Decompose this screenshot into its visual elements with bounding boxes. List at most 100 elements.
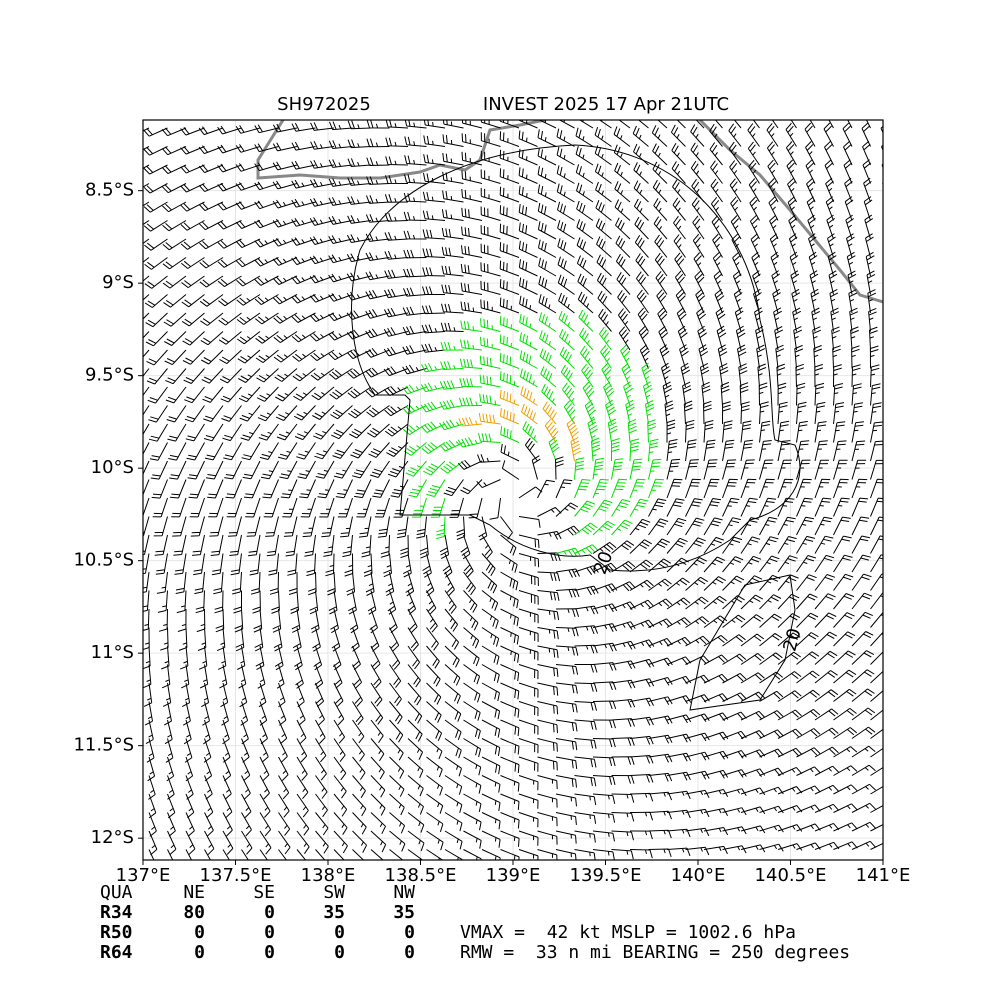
wind-barb [181,294,205,308]
wind-barb [774,326,784,351]
wind-barb [556,183,575,203]
wind-barb [243,479,261,499]
wind-barb [404,136,427,147]
wind-barb [870,766,883,776]
wind-barb [654,234,668,258]
wind-barb [537,645,559,659]
wind-barb [273,349,298,363]
wind-barb [369,608,378,634]
wind-barb [144,294,168,308]
wind-barb [352,701,364,726]
wind-barb [384,269,409,279]
wind-barb [463,608,479,631]
wind-barb [370,830,387,853]
wind-barb [574,738,597,749]
wind-barb [351,460,372,479]
wind-barb [518,534,540,549]
wind-barb [407,849,424,860]
wind-barb [442,134,464,147]
wind-barb [402,384,427,395]
wind-barb [851,573,872,591]
wind-barb [330,405,353,420]
wind-barb [833,822,858,832]
wind-barb [680,362,691,388]
wind-barb [703,731,729,741]
wind-barb [666,577,690,591]
wind-barb [598,308,612,332]
wind-barb [403,211,427,221]
wind-barb [315,460,335,479]
wind-barb [147,756,156,782]
wind-barb [629,716,654,726]
wind-barb [648,518,669,536]
wind-barb [259,442,279,460]
wind-barb [813,345,822,369]
wind-barb [643,381,653,406]
wind-barb [310,122,335,131]
wind-barb [843,159,853,184]
wind-barb [769,233,779,258]
wind-barb [777,401,788,425]
wind-barb [555,627,579,637]
wind-barb [143,164,168,175]
wind-barb [143,257,150,263]
contour-line [689,574,796,711]
wind-barb [389,775,405,797]
wind-barb [575,127,594,147]
wind-barb [722,459,737,480]
wind-barb [224,460,242,480]
wind-barb [832,345,841,369]
wind-barb [312,405,335,420]
wind-barb [241,775,251,800]
wind-barb [652,179,668,203]
wind-barb [600,344,612,369]
wind-barb [352,719,365,744]
wind-barb [235,238,261,249]
wind-barb [722,478,738,499]
wind-barb [389,830,406,852]
wind-barb [596,272,612,295]
wind-barb [773,307,782,332]
wind-barb [426,719,443,741]
wind-barb [574,701,597,711]
wind-barb [443,479,464,497]
wind-barb [461,226,483,240]
wind-barb [172,516,187,537]
wind-barb [385,120,409,129]
wind-barb [537,202,557,221]
wind-barb [481,645,500,665]
wind-barb [425,571,435,597]
wind-barb [260,460,279,480]
wind-barb [178,627,188,651]
wind-barb [421,362,446,373]
wind-barb [387,460,409,478]
wind-barb [594,163,612,184]
wind-barb [363,553,373,577]
wind-barb [311,386,335,401]
wind-barb [180,664,190,689]
wind-barb [203,423,224,442]
wind-barb [352,738,365,762]
wind-barb [199,257,224,269]
wind-barb [182,349,205,365]
table-cell: 0 [404,942,415,963]
wind-barb [328,197,353,206]
wind-barb [420,401,446,413]
wind-barb [518,120,538,129]
wind-barb [715,307,726,332]
wind-barb [366,405,390,418]
wind-barb [315,812,329,836]
wind-barb [607,418,618,443]
wind-barb [870,497,883,517]
wind-barb [685,459,699,480]
wind-barb [629,498,649,517]
wind-barb [519,332,538,351]
wind-barb [759,478,775,499]
wind-barb [740,401,750,425]
wind-barb [239,682,248,708]
wind-barb [309,255,335,265]
wind-barb [143,183,168,194]
wind-barb [685,596,709,610]
wind-barb [777,728,803,739]
wind-barb [478,432,501,443]
